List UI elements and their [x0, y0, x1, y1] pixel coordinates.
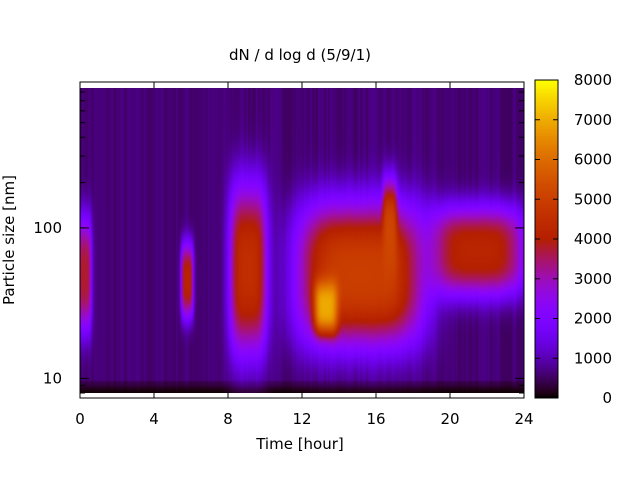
- y-tick-label: 10: [43, 369, 62, 387]
- x-tick-label: 12: [292, 410, 311, 428]
- x-tick-label: 4: [149, 410, 159, 428]
- x-axis: 0 4 8 12 16 20 24: [75, 82, 534, 428]
- colorbar-gradient: [535, 80, 558, 398]
- x-tick-label: 16: [366, 410, 385, 428]
- plot-area: [79, 81, 525, 399]
- x-tick-label: 0: [75, 410, 85, 428]
- x-tick-label: 8: [223, 410, 233, 428]
- x-tick-label: 20: [440, 410, 459, 428]
- colorbar-tick-label: 3000: [574, 270, 612, 288]
- x-axis-label: Time [hour]: [255, 435, 344, 453]
- x-tick-label: 24: [514, 410, 533, 428]
- heatmap-image: [80, 88, 524, 393]
- y-axis: 10 100: [33, 91, 524, 394]
- colorbar-tick-label: 1000: [574, 349, 612, 367]
- colorbar-tick-label: 5000: [574, 190, 612, 208]
- colorbar-tick-label: 4000: [574, 230, 612, 248]
- colorbar-tick-label: 8000: [574, 71, 612, 89]
- y-axis-label: Particle size [nm]: [0, 175, 18, 305]
- colorbar-tick-label: 6000: [574, 151, 612, 169]
- y-tick-label: 100: [33, 219, 62, 237]
- colorbar-tick-label: 7000: [574, 111, 612, 129]
- chart-title: dN / d log d (5/9/1): [229, 46, 371, 64]
- colorbar: 0 1000 2000 3000 4000 5000 6000 7000 8000: [534, 71, 612, 407]
- colorbar-tick-label: 0: [602, 389, 612, 407]
- colorbar-tick-label: 2000: [574, 310, 612, 328]
- colorbar-ticks: 0 1000 2000 3000 4000 5000 6000 7000 8000: [535, 71, 612, 407]
